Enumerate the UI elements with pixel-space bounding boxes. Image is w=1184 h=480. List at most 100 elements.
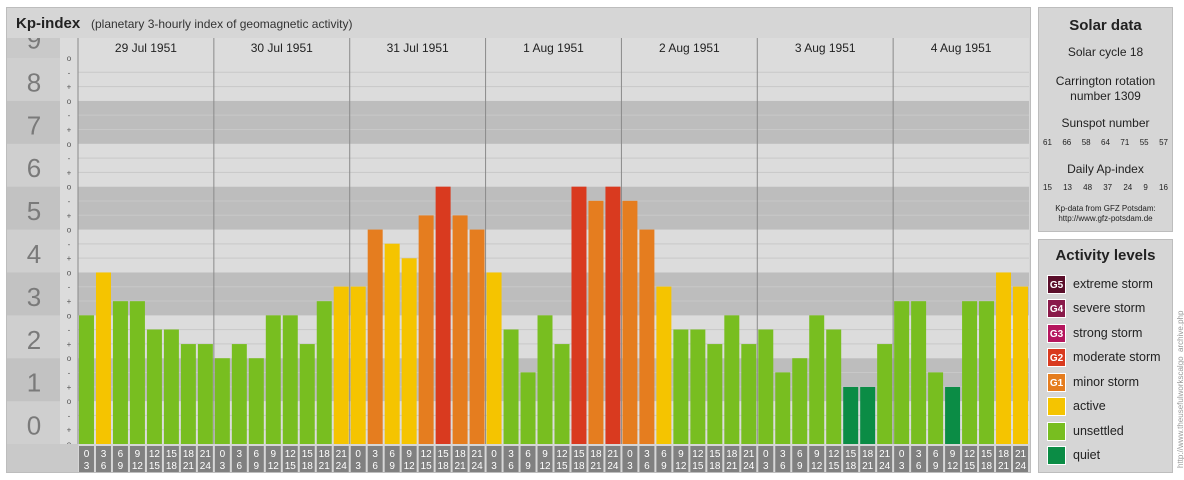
hour-label-start: 18: [590, 449, 602, 460]
solar-data-panel: Solar data Solar cycle 18 Carrington rot…: [1038, 7, 1173, 232]
hour-label-start: 15: [438, 449, 450, 460]
hour-cell: [809, 446, 825, 472]
kp-bar: [146, 329, 162, 444]
hour-cell: [248, 446, 264, 472]
kp-bar: [690, 329, 706, 444]
hour-cell: [758, 446, 774, 472]
hour-label-end: 3: [491, 461, 497, 472]
hour-cell: [996, 446, 1012, 472]
hour-label-start: 9: [950, 449, 956, 460]
hour-label-end: 12: [404, 461, 416, 472]
level-g5: G5 extreme storm: [1047, 275, 1171, 295]
kp-bar: [860, 386, 876, 444]
hour-label-start: 15: [709, 449, 721, 460]
source-link[interactable]: http://www.gfz-potsdam.de: [1058, 214, 1153, 223]
sub-tick-label: o: [67, 183, 72, 192]
hour-label-end: 24: [1015, 461, 1027, 472]
y-tick-label: 5: [27, 196, 41, 226]
y-band-7: [7, 100, 60, 144]
hour-cell: [316, 446, 332, 472]
hour-label-start: 3: [644, 449, 650, 460]
hour-label-end: 24: [879, 461, 891, 472]
sunspot-title: Sunspot number: [1061, 116, 1150, 130]
hour-cell: [962, 446, 978, 472]
sub-tick-label: o: [67, 97, 72, 106]
kp-bar: [401, 258, 417, 444]
day-label: 30 Jul 1951: [251, 41, 313, 55]
day-label: 1 Aug 1951: [523, 41, 584, 55]
hour-cell: [537, 446, 553, 472]
y-tick-label: 1: [27, 368, 41, 398]
hour-label-end: 3: [355, 461, 361, 472]
band-3: [78, 272, 1029, 316]
hour-label-end: 18: [845, 461, 857, 472]
hour-label-start: 18: [455, 449, 467, 460]
kp-bar: [673, 329, 689, 444]
hour-label-start: 6: [797, 449, 803, 460]
hour-label-end: 9: [525, 461, 531, 472]
hour-label-end: 24: [200, 461, 212, 472]
y-band-4: [7, 229, 60, 273]
hour-cell: [231, 446, 247, 472]
hour-label-start: 15: [981, 449, 993, 460]
hour-cell: [350, 446, 366, 472]
hour-label-end: 21: [590, 461, 602, 472]
level-g4: G4 severe storm: [1047, 299, 1171, 319]
day-row: [78, 38, 1029, 58]
hour-cell: [384, 446, 400, 472]
kp-bar: [316, 301, 332, 444]
hour-cell: [112, 446, 128, 472]
hour-label-start: 0: [627, 449, 633, 460]
hour-label-end: 18: [438, 461, 450, 472]
hour-cell: [79, 446, 94, 472]
kp-bar: [486, 272, 502, 444]
kp-bar: [79, 315, 94, 444]
kp-bar: [809, 315, 825, 444]
sub-tick-label: +: [67, 383, 72, 392]
hour-label-start: 12: [285, 449, 297, 460]
hour-label-end: 3: [627, 461, 633, 472]
hour-label-start: 6: [118, 449, 124, 460]
hour-label-start: 3: [101, 449, 107, 460]
hour-label-start: 18: [183, 449, 195, 460]
hour-row-left: [7, 444, 78, 472]
carrington-line1: Carrington rotation: [1055, 74, 1156, 88]
hour-cell: [282, 446, 298, 472]
ap-value: 9: [1143, 183, 1148, 192]
hour-cell: [435, 446, 451, 472]
kp-bar: [775, 372, 791, 444]
level-g2: G2 moderate storm: [1047, 348, 1171, 368]
hour-label-start: 12: [149, 449, 161, 460]
level-label: moderate storm: [1073, 350, 1161, 364]
hour-cell: [554, 446, 570, 472]
hour-label-end: 15: [828, 461, 840, 472]
hour-label-start: 9: [406, 449, 412, 460]
hour-label-end: 21: [862, 461, 874, 472]
y-band-1: [7, 358, 60, 402]
level-unsettled: unsettled: [1047, 422, 1171, 442]
hour-label-start: 9: [542, 449, 548, 460]
level-swatch: G1: [1047, 373, 1066, 392]
hour-label-end: 9: [254, 461, 260, 472]
hour-label-start: 0: [899, 449, 905, 460]
kp-bar: [163, 329, 179, 444]
hour-label-start: 6: [661, 449, 667, 460]
day-label: 4 Aug 1951: [931, 41, 992, 55]
kp-bar: [537, 315, 553, 444]
hour-label-start: 0: [355, 449, 361, 460]
sub-tick-label: +: [67, 254, 72, 263]
hour-label-start: 9: [135, 449, 141, 460]
kp-bar: [265, 315, 281, 444]
kp-bar: [299, 344, 315, 444]
level-quiet: quiet: [1047, 446, 1171, 466]
kp-bar: [503, 329, 519, 444]
hour-label-end: 21: [455, 461, 467, 472]
kp-bar: [520, 372, 536, 444]
hour-label-end: 15: [692, 461, 704, 472]
level-label: minor storm: [1073, 375, 1139, 389]
hour-label-end: 12: [947, 461, 959, 472]
hour-label-end: 6: [916, 461, 922, 472]
sub-tick-label: o: [67, 311, 72, 320]
sunspot-value: 66: [1062, 138, 1072, 147]
kp-bar: [418, 215, 434, 444]
